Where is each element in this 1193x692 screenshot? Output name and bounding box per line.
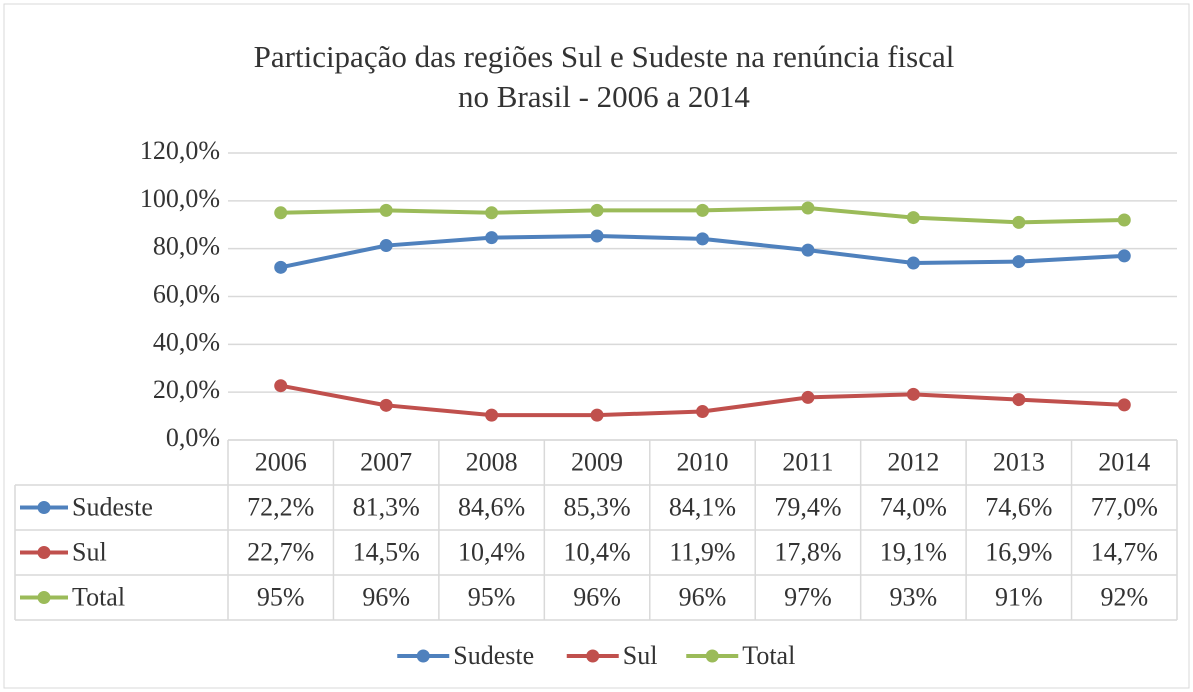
table-cell: 84,1%: [669, 492, 736, 521]
y-tick-label: 60,0%: [153, 279, 220, 308]
table-cell: 72,2%: [247, 492, 314, 521]
data-point: [379, 239, 393, 253]
table-cell: 14,5%: [353, 537, 420, 566]
data-point: [590, 229, 604, 243]
table-cell: 17,8%: [774, 537, 841, 566]
data-point: [801, 201, 815, 215]
table-cell: 16,9%: [985, 537, 1052, 566]
data-point: [906, 387, 920, 401]
table-row-label: Total: [72, 582, 125, 611]
data-point: [1012, 255, 1026, 269]
data-point: [274, 206, 288, 220]
chart-subtitle: no Brasil - 2006 a 2014: [458, 79, 750, 114]
data-point: [274, 379, 288, 393]
y-tick-label: 80,0%: [153, 232, 220, 261]
legend-key-marker: [37, 546, 51, 559]
legend-key-marker: [705, 649, 719, 663]
data-point: [696, 405, 709, 419]
data-point: [906, 211, 920, 225]
table-cell: 10,4%: [458, 537, 525, 566]
legend-key-marker: [37, 501, 51, 514]
x-tick-label: 2012: [887, 447, 939, 476]
table-cell: 92%: [1100, 582, 1148, 611]
table-cell: 97%: [784, 582, 832, 611]
table-cell: 22,7%: [247, 537, 314, 566]
legend-key-marker: [37, 591, 51, 604]
chart-border: [3, 3, 1190, 689]
table-cell: 77,0%: [1091, 492, 1158, 521]
data-point: [1117, 213, 1131, 227]
table-cell: 19,1%: [880, 537, 947, 566]
table-cell: 96%: [679, 582, 727, 611]
data-point: [906, 256, 920, 270]
table-cell: 96%: [573, 582, 621, 611]
x-tick-label: 2006: [255, 447, 307, 476]
y-tick-label: 40,0%: [153, 327, 220, 356]
legend-label: Sudeste: [453, 641, 534, 670]
table-row-label: Sudeste: [72, 492, 153, 521]
y-tick-label: 100,0%: [140, 184, 220, 213]
x-tick-label: 2007: [360, 447, 412, 476]
table-cell: 95%: [468, 582, 516, 611]
data-point: [1117, 249, 1131, 263]
table-cell: 81,3%: [353, 492, 420, 521]
legend-label: Total: [742, 641, 795, 670]
data-point: [1012, 393, 1026, 407]
y-tick-label: 120,0%: [140, 136, 220, 165]
data-point: [485, 231, 499, 245]
table-cell: 74,6%: [985, 492, 1052, 521]
data-point: [590, 203, 604, 217]
chart-title: Participação das regiões Sul e Sudeste n…: [254, 39, 955, 74]
y-tick-label: 20,0%: [153, 375, 220, 404]
x-tick-label: 2008: [466, 447, 518, 476]
data-point: [1012, 215, 1026, 229]
data-point: [801, 390, 815, 404]
table-cell: 79,4%: [774, 492, 841, 521]
table-cell: 93%: [890, 582, 938, 611]
table-cell: 91%: [995, 582, 1043, 611]
data-point: [696, 232, 709, 246]
table-cell: 11,9%: [669, 537, 735, 566]
data-point: [485, 408, 499, 422]
legend-key-marker: [586, 649, 600, 663]
table-cell: 95%: [257, 582, 305, 611]
data-point: [590, 408, 604, 422]
table-row-label: Sul: [72, 537, 107, 566]
table-cell: 74,0%: [880, 492, 947, 521]
legend-key-marker: [416, 649, 430, 663]
x-tick-label: 2009: [571, 447, 623, 476]
table-cell: 85,3%: [563, 492, 630, 521]
data-point: [801, 243, 815, 257]
data-point: [379, 398, 393, 412]
data-point: [379, 203, 393, 217]
table-cell: 10,4%: [563, 537, 630, 566]
y-tick-label: 0,0%: [166, 423, 220, 452]
table-cell: 84,6%: [458, 492, 525, 521]
x-tick-label: 2014: [1098, 447, 1150, 476]
legend-label: Sul: [623, 641, 658, 670]
table-cell: 14,7%: [1091, 537, 1158, 566]
data-point: [1117, 398, 1131, 412]
x-tick-label: 2011: [782, 447, 833, 476]
data-point: [696, 203, 709, 217]
table-cell: 96%: [362, 582, 410, 611]
data-point: [485, 206, 499, 220]
data-point: [274, 260, 288, 274]
x-tick-label: 2013: [993, 447, 1045, 476]
x-tick-label: 2010: [677, 447, 729, 476]
